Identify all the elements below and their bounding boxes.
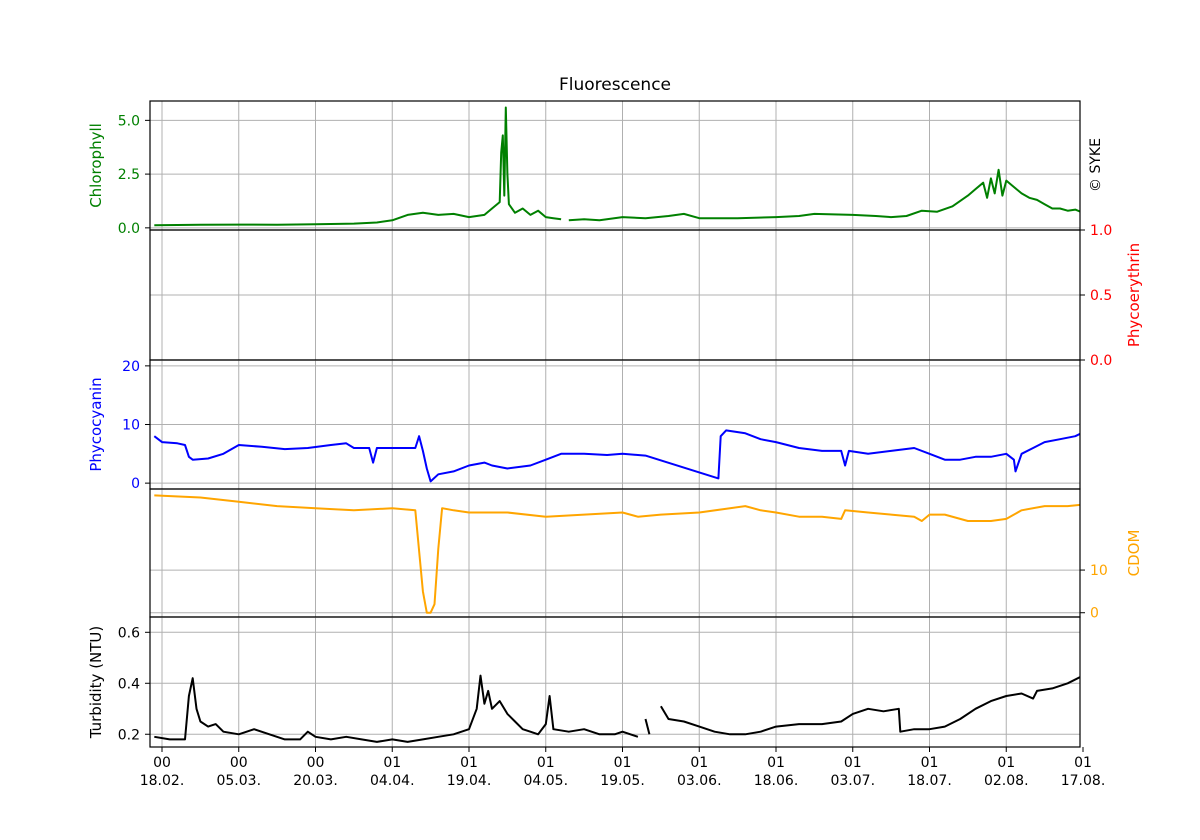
x-tick-date-label: 18.07. bbox=[907, 773, 952, 789]
x-tick-hour-label: 01 bbox=[921, 755, 939, 771]
x-tick-hour-label: 01 bbox=[383, 755, 401, 771]
x-tick-date-label: 17.08. bbox=[1061, 773, 1106, 789]
panel-cdom: 0 10 CDOM bbox=[149, 488, 1143, 622]
x-tick-date-label: 18.06. bbox=[754, 773, 799, 789]
x-tick-date-label: 18.02. bbox=[140, 773, 185, 789]
x-axis: 00 18.02. 00 05.03. 00 20.03. 01 04.04. 01 19.04.… bbox=[140, 747, 1106, 789]
x-tick-hour-label: 01 bbox=[614, 755, 632, 771]
y-tick-label: 20 bbox=[122, 359, 140, 375]
y-tick-label: 0.6 bbox=[118, 625, 140, 641]
y-axis-label-cdom: CDOM bbox=[1125, 530, 1143, 577]
x-tick-hour-label: 01 bbox=[460, 755, 478, 771]
panel-turbidity: 0.2 0.4 0.6 Turbidity (NTU) bbox=[87, 616, 1081, 748]
x-tick-hour-label: 01 bbox=[997, 755, 1015, 771]
y-tick-label: 0.0 bbox=[118, 221, 140, 237]
series-line-phycocyanin bbox=[153, 429, 1080, 483]
series-line-turbidity bbox=[644, 718, 651, 735]
panel-frame bbox=[149, 616, 1081, 748]
series-line-turbidity bbox=[660, 675, 1080, 736]
y-axis-label-chlorophyll: Chlorophyll bbox=[87, 123, 105, 208]
y-tick-label: 10 bbox=[122, 418, 140, 434]
y-tick-label: 1.0 bbox=[1090, 223, 1112, 239]
x-tick-date-label: 19.05. bbox=[600, 773, 645, 789]
series-line-cdom bbox=[154, 494, 1080, 614]
y-tick-label: 0.4 bbox=[118, 676, 140, 692]
series-line-chlorophyll bbox=[154, 106, 562, 227]
x-tick-hour-label: 01 bbox=[537, 755, 555, 771]
x-tick-hour-label: 01 bbox=[1074, 755, 1092, 771]
y-tick-label: 0.0 bbox=[1090, 353, 1112, 369]
x-tick-date-label: 04.04. bbox=[370, 773, 415, 789]
x-tick-date-label: 04.05. bbox=[523, 773, 568, 789]
x-tick-hour-label: 00 bbox=[230, 755, 248, 771]
x-tick-hour-label: 01 bbox=[844, 755, 862, 771]
panels-group: 0.0 2.5 5.0 Chlorophyll 0.0 0.5 1.0 Phycoerythr… bbox=[87, 100, 1143, 748]
chart-title: Fluorescence bbox=[559, 75, 671, 95]
watermark-text: © SYKE bbox=[1088, 138, 1104, 192]
x-tick-date-label: 05.03. bbox=[216, 773, 261, 789]
x-tick-date-label: 03.06. bbox=[677, 773, 722, 789]
y-tick-label: 0 bbox=[131, 476, 140, 492]
y-tick-label: 5.0 bbox=[118, 113, 140, 129]
x-tick-hour-label: 00 bbox=[153, 755, 171, 771]
series-line-chlorophyll bbox=[568, 168, 1080, 222]
y-tick-label: 0.5 bbox=[1090, 288, 1112, 304]
x-tick-hour-label: 01 bbox=[690, 755, 708, 771]
series-line-turbidity bbox=[154, 674, 639, 743]
x-tick-date-label: 19.04. bbox=[447, 773, 492, 789]
y-axis-label-phycocyanin: Phycocyanin bbox=[87, 377, 105, 471]
y-axis-label-turbidity: Turbidity (NTU) bbox=[87, 626, 105, 740]
y-axis-label-phycoerythrin: Phycoerythrin bbox=[1125, 243, 1143, 347]
y-tick-label: 0.2 bbox=[118, 727, 140, 743]
x-tick-hour-label: 01 bbox=[767, 755, 785, 771]
x-tick-hour-label: 00 bbox=[307, 755, 325, 771]
x-tick-date-label: 02.08. bbox=[984, 773, 1029, 789]
x-tick-date-label: 20.03. bbox=[293, 773, 338, 789]
y-tick-label: 0 bbox=[1090, 606, 1099, 622]
y-tick-label: 2.5 bbox=[118, 167, 140, 183]
y-tick-label: 10 bbox=[1090, 563, 1108, 579]
x-tick-date-label: 03.07. bbox=[830, 773, 875, 789]
